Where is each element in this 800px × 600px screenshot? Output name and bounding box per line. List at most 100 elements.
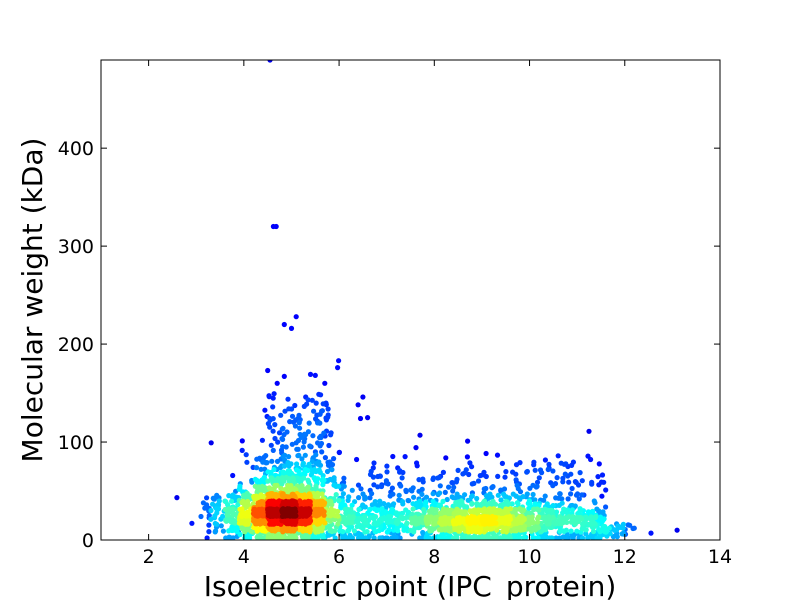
data-point [286,454,292,460]
data-point [273,223,279,230]
data-point [432,520,438,526]
data-point [377,535,384,540]
data-point [206,522,212,528]
data-point [393,534,399,540]
data-point [602,523,608,530]
data-points [174,60,680,540]
data-point [307,443,313,449]
data-point [568,519,575,525]
data-point [322,380,328,386]
data-point [466,517,472,523]
data-point [319,491,325,497]
data-point [355,402,361,408]
data-point [513,477,519,483]
data-point [365,415,371,421]
data-point [560,475,566,481]
data-point [278,535,284,540]
data-point [244,459,250,465]
data-point [270,404,276,410]
data-point [440,469,446,475]
data-point [531,462,537,468]
data-point [310,433,316,439]
data-point [536,475,542,481]
data-point [391,501,397,507]
data-point [557,535,563,540]
data-point [258,499,264,505]
data-point [290,475,296,481]
data-point [460,524,466,531]
data-point [600,509,606,515]
data-point [371,460,377,466]
data-point [313,510,320,516]
data-point [235,502,241,508]
data-point [318,440,325,447]
data-point [357,415,364,422]
data-point [313,400,319,406]
data-point [482,518,488,525]
data-point [440,498,446,504]
data-point [319,449,325,455]
data-point [542,493,548,499]
data-point [569,502,575,509]
data-point [565,496,571,502]
data-point [313,535,319,540]
data-point [495,473,501,479]
data-point [361,517,367,523]
data-point [420,476,426,482]
y-tick-label: 300 [58,236,94,258]
data-point [378,524,384,530]
data-point [441,506,447,512]
data-point [456,528,462,534]
data-point [306,420,312,426]
data-point [475,478,482,484]
data-point [286,406,292,412]
data-point [371,521,377,527]
data-point [603,487,609,493]
data-point [473,528,479,535]
data-point [451,495,457,501]
data-point [527,500,533,506]
data-point [384,469,390,475]
data-point [578,507,584,513]
data-point [310,455,316,461]
data-point [267,424,273,430]
data-point [396,492,402,498]
data-point [423,499,429,505]
data-point [367,471,374,478]
data-point [495,492,501,498]
data-point [376,528,382,534]
data-point [409,488,415,494]
data-point [557,491,563,497]
data-point [412,525,418,532]
data-point [472,507,478,513]
data-point [320,532,326,538]
data-point [532,467,538,473]
data-point [521,516,527,522]
data-point [542,518,548,524]
data-point [239,438,245,444]
data-point [319,408,325,414]
x-tick-label: 6 [333,546,345,568]
data-point [289,413,296,419]
data-point [229,498,235,504]
data-point [560,528,566,534]
data-point [569,485,575,492]
data-point [614,527,620,533]
data-point [411,494,417,500]
data-point [286,476,292,482]
data-point [400,516,406,522]
data-point [234,526,241,532]
data-point [426,519,432,526]
data-point [416,477,422,483]
data-point [384,463,390,469]
data-point [602,528,608,535]
data-point [230,519,236,525]
data-point [281,321,287,328]
data-point [559,500,565,506]
data-point [325,414,331,420]
data-point [556,519,563,525]
data-point [336,497,342,503]
data-point [292,402,298,409]
